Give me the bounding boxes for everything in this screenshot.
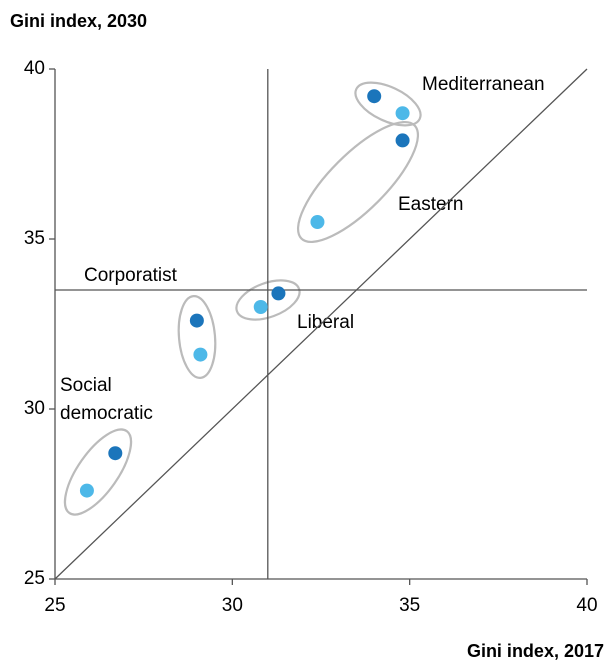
y-axis-title: Gini index, 2030 (10, 11, 147, 31)
point (395, 133, 410, 148)
y-tick-label: 25 (24, 568, 45, 589)
y-tick-label: 40 (24, 58, 45, 79)
diagonal-line (54, 68, 588, 580)
point (367, 89, 382, 104)
group-outline (354, 81, 422, 127)
annotation: democratic (60, 403, 153, 424)
group-outline (63, 428, 133, 516)
point (395, 106, 410, 121)
group-outline (177, 295, 217, 379)
annotation: Social (60, 375, 112, 396)
y-tick-label: 35 (24, 228, 45, 249)
point (271, 286, 286, 301)
point (79, 483, 94, 498)
point (253, 300, 268, 314)
group-outline (235, 279, 301, 321)
y-tick-label: 30 (24, 398, 45, 419)
annotation: Corporatist (84, 265, 178, 286)
x-tick-label: 25 (44, 595, 65, 616)
annotation: Liberal (297, 312, 354, 333)
point (108, 446, 123, 461)
x-tick-label: 35 (399, 595, 420, 616)
group-outline (296, 120, 420, 244)
x-tick-label: 40 (576, 595, 597, 616)
point (193, 347, 208, 362)
point (189, 313, 204, 328)
x-tick-label: 30 (222, 595, 243, 616)
point (310, 215, 325, 229)
annotation: Mediterranean (422, 74, 545, 95)
annotation: Eastern (398, 194, 463, 215)
group-outlines (63, 81, 422, 516)
x-axis-title: Gini index, 2017 (467, 641, 604, 661)
